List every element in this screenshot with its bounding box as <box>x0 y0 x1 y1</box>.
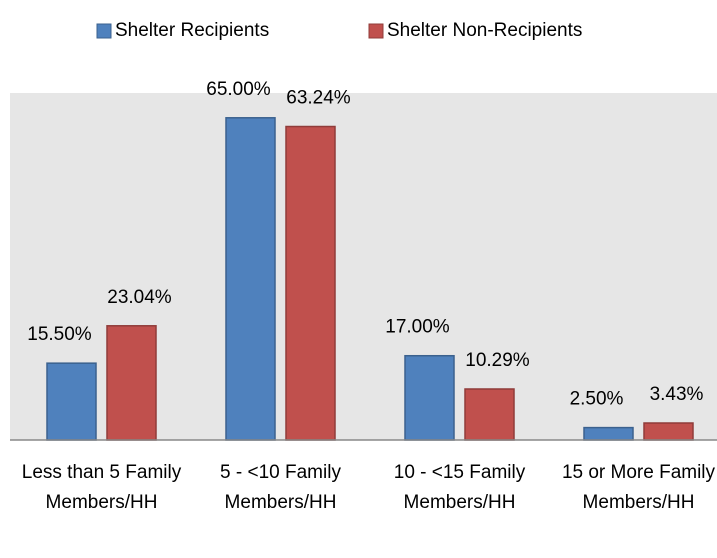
bar <box>285 125 336 441</box>
value-label: 17.00% <box>385 317 450 338</box>
value-label: 10.29% <box>465 350 530 371</box>
x-tick-label: Less than 5 Family Members/HH <box>21 462 182 513</box>
bar <box>643 422 694 441</box>
x-tick-label: 10 - <15 Family Members/HH <box>393 462 526 513</box>
legend-swatch <box>368 23 384 39</box>
bar <box>106 325 157 441</box>
value-label: 23.04% <box>107 287 172 308</box>
value-label: 63.24% <box>286 88 351 109</box>
value-label: 2.50% <box>570 389 624 410</box>
bar <box>464 388 515 441</box>
value-label: 15.50% <box>27 324 92 345</box>
bar <box>46 362 97 441</box>
legend-label: Shelter Non-Recipients <box>387 20 582 41</box>
bar <box>225 117 276 441</box>
bar <box>404 354 455 441</box>
legend-label: Shelter Recipients <box>115 20 269 41</box>
x-tick-label: 5 - <10 Family Members/HH <box>220 462 341 513</box>
bar <box>583 426 634 441</box>
value-label: 65.00% <box>206 79 271 100</box>
legend-swatch <box>96 23 112 39</box>
x-tick-label: 15 or More Family Members/HH <box>561 462 716 513</box>
value-label: 3.43% <box>650 384 704 405</box>
